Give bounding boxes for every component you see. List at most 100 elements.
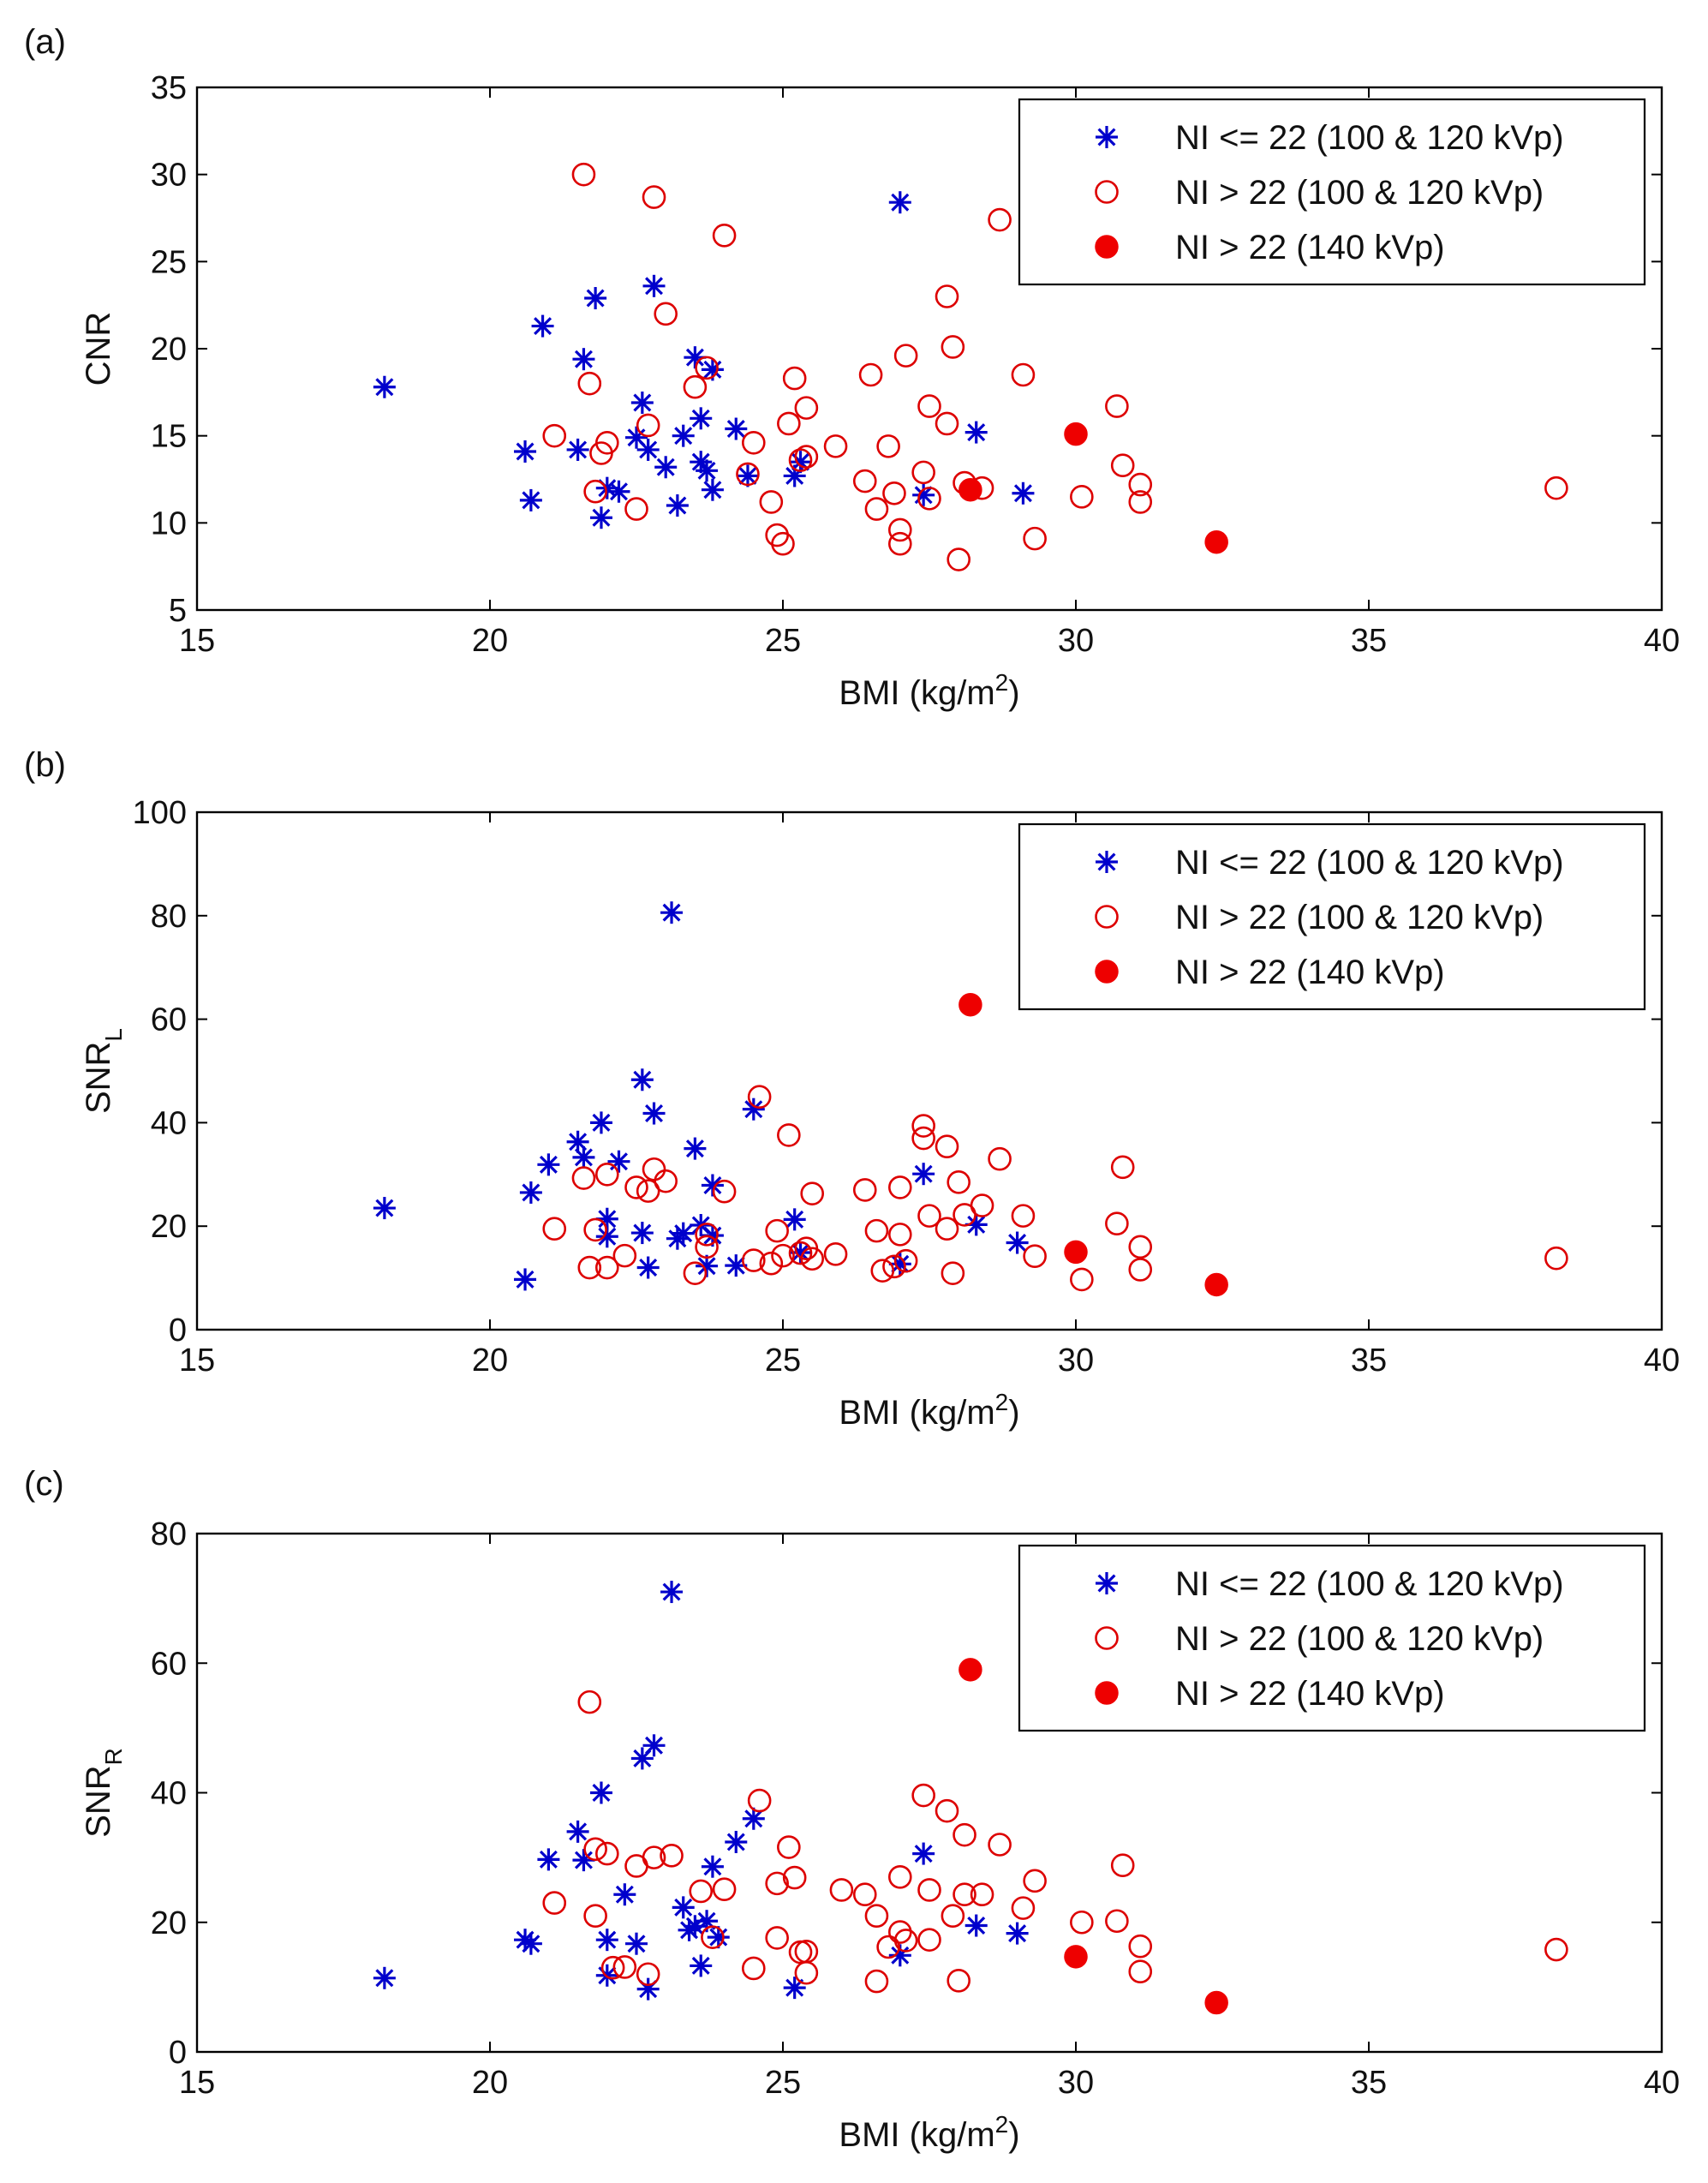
data-point	[373, 1966, 396, 1989]
x-tick-label: 40	[1644, 2065, 1680, 2101]
data-point	[765, 1926, 789, 1950]
data-point	[747, 1788, 772, 1813]
data-point	[701, 478, 724, 501]
series-3	[959, 422, 1228, 554]
data-point	[864, 497, 889, 521]
data-point	[572, 348, 595, 371]
x-axis-title: BMI (kg/m2)	[839, 2111, 1019, 2154]
data-point	[690, 407, 713, 430]
data-point	[852, 1882, 877, 1907]
data-point	[1006, 1231, 1029, 1254]
legend-marker	[1096, 1572, 1118, 1594]
data-point	[935, 284, 959, 308]
data-point	[654, 456, 678, 479]
data-point	[882, 1254, 906, 1279]
series-3	[959, 992, 1228, 1297]
x-tick-label: 35	[1351, 623, 1387, 659]
data-point	[1064, 1945, 1088, 1969]
data-point	[765, 1218, 789, 1243]
data-point	[594, 1841, 619, 1866]
legend: NI <= 22 (100 & 120 kVp) NI > 22 (100 & 1…	[1018, 1544, 1646, 1732]
legend-marker	[1095, 1626, 1119, 1650]
data-point	[636, 1179, 660, 1203]
data-point	[953, 1822, 976, 1847]
data-point	[959, 992, 982, 1017]
data-point	[1128, 1258, 1153, 1282]
data-point	[595, 476, 618, 499]
data-point	[783, 1977, 806, 2000]
data-point	[742, 1807, 765, 1830]
data-point	[672, 1896, 695, 1919]
data-point	[935, 411, 959, 436]
data-point	[829, 1878, 854, 1902]
data-point	[642, 185, 666, 209]
data-point	[794, 1960, 819, 1985]
data-point	[947, 1170, 970, 1194]
data-point	[1105, 1211, 1129, 1235]
data-point	[542, 1217, 567, 1241]
data-point	[1011, 362, 1036, 387]
data-point	[917, 394, 941, 418]
data-point	[584, 287, 607, 310]
data-point	[741, 1956, 766, 1981]
x-tick-label: 15	[179, 2065, 215, 2101]
y-tick-label: 0	[169, 1313, 187, 1349]
legend-label: NI > 22 (140 kVp)	[1175, 1675, 1445, 1713]
x-tick-label: 35	[1351, 1343, 1387, 1379]
panel-label: (a)	[24, 23, 66, 61]
legend: NI <= 22 (100 & 120 kVp) NI > 22 (100 & 1…	[1018, 98, 1646, 286]
x-tick-label: 20	[472, 2065, 508, 2101]
data-point	[893, 344, 918, 368]
data-point	[970, 1193, 994, 1217]
data-point	[519, 488, 542, 511]
y-tick-label: 40	[151, 1776, 187, 1812]
data-point	[1070, 1267, 1094, 1292]
data-point	[660, 1581, 684, 1604]
y-tick-label: 5	[169, 593, 187, 629]
legend-label: NI <= 22 (100 & 120 kVp)	[1175, 1565, 1564, 1603]
data-point	[947, 547, 970, 571]
data-point	[542, 1891, 567, 1915]
data-point	[630, 1068, 654, 1092]
data-point	[1110, 1155, 1135, 1180]
data-point	[876, 1935, 900, 1959]
data-point	[636, 1256, 660, 1279]
data-point	[514, 440, 537, 463]
data-point	[888, 531, 912, 556]
data-point	[577, 371, 602, 396]
data-point	[542, 423, 567, 448]
data-point	[783, 1208, 806, 1231]
data-point	[864, 1969, 889, 1994]
data-point	[771, 531, 795, 556]
data-point	[917, 1204, 941, 1228]
data-point	[519, 1932, 542, 1955]
data-point	[736, 464, 759, 487]
data-point	[888, 191, 911, 214]
legend-box	[1018, 98, 1646, 286]
data-point	[666, 494, 689, 517]
series-1	[373, 901, 1029, 1291]
data-point	[765, 1871, 789, 1896]
x-tick-label: 20	[472, 623, 508, 659]
y-tick-label: 20	[151, 332, 187, 368]
data-point	[911, 460, 935, 485]
data-point	[876, 434, 900, 458]
legend-box	[1018, 1544, 1646, 1732]
data-point	[941, 335, 965, 359]
data-point	[911, 1126, 935, 1151]
legend-marker	[1096, 851, 1118, 873]
y-tick-label: 60	[151, 1002, 187, 1038]
data-point	[577, 1255, 602, 1280]
legend-label: NI > 22 (140 kVp)	[1175, 229, 1445, 266]
data-point	[941, 1904, 965, 1928]
legend-marker	[1095, 180, 1119, 204]
data-point	[800, 1181, 825, 1205]
data-point	[788, 1241, 813, 1265]
data-point	[917, 1928, 941, 1952]
data-point	[941, 1261, 965, 1285]
data-point	[1011, 1204, 1036, 1228]
legend-label: NI > 22 (100 & 120 kVp)	[1175, 174, 1544, 212]
data-point	[988, 1833, 1012, 1857]
data-point	[777, 411, 801, 436]
data-point	[594, 430, 619, 455]
